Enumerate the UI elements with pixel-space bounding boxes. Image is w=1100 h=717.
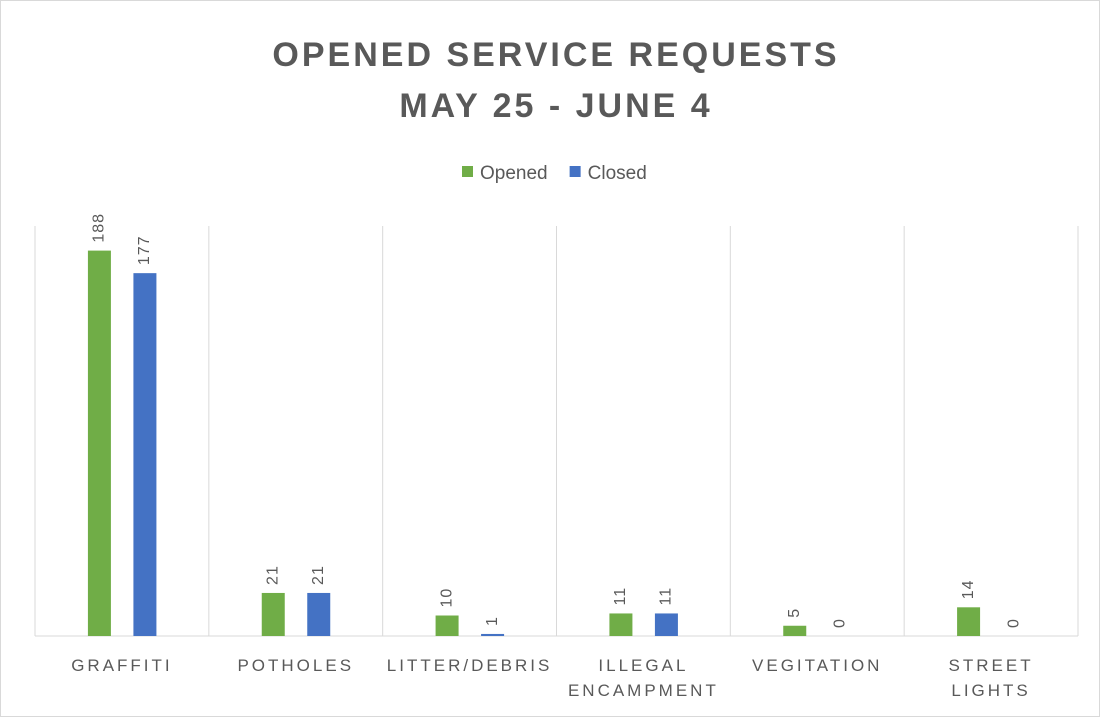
- x-tick-label: POTHOLES: [237, 656, 354, 675]
- data-label: 21: [264, 565, 281, 585]
- bar: [133, 273, 157, 636]
- data-label: 21: [310, 565, 327, 585]
- bar: [783, 625, 807, 636]
- chart-title: OPENED SERVICE REQUESTS: [272, 36, 839, 74]
- data-label: 188: [91, 213, 108, 243]
- chart-subtitle: MAY 25 - JUNE 4: [399, 87, 712, 125]
- x-tick-label: LITTER/DEBRIS: [387, 656, 553, 675]
- data-label: 177: [136, 235, 153, 265]
- bar: [87, 250, 111, 636]
- data-label: 11: [612, 587, 629, 606]
- x-tick-label: ILLEGAL ENCAMPMENT: [568, 656, 719, 700]
- x-tick-label: VEGITATION: [752, 656, 882, 675]
- bar: [435, 615, 459, 636]
- data-label: 0: [831, 618, 848, 628]
- data-label: 0: [1005, 618, 1022, 628]
- bar: [261, 592, 285, 636]
- x-tick-label: GRAFFITI: [71, 656, 172, 675]
- data-label: 5: [786, 608, 803, 618]
- legend-swatch: [569, 166, 581, 177]
- bar: [957, 607, 981, 636]
- data-label: 11: [658, 587, 675, 606]
- data-label: 10: [438, 588, 455, 608]
- bar: [481, 633, 505, 636]
- legend-label: Opened: [480, 163, 548, 184]
- data-label: 14: [960, 580, 977, 600]
- legend-label: Closed: [588, 163, 647, 184]
- legend-swatch: [462, 166, 473, 177]
- x-tick-label: STREET LIGHTS: [949, 656, 1034, 700]
- bar: [307, 592, 331, 636]
- bar: [609, 613, 633, 636]
- data-label: 1: [484, 616, 501, 626]
- bar: [654, 613, 678, 636]
